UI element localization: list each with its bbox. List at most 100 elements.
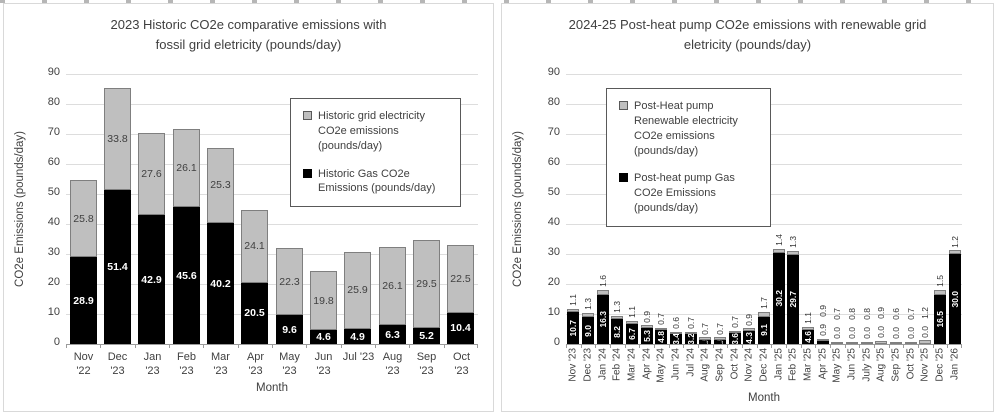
y-tick-label: 30 <box>547 246 560 258</box>
x-tick-label: Oct '25 <box>905 348 917 380</box>
bar-label-electricity: 0.7 <box>730 316 740 329</box>
chart-title-line-1: 2023 Historic CO2e comparative emissions… <box>110 17 387 32</box>
x-tick-label: Apr '24 <box>641 348 653 380</box>
y-tick-label: 60 <box>547 156 560 168</box>
bar-segment-electricity <box>582 313 594 317</box>
x-axis-tick <box>409 344 410 348</box>
stacked-bar: 1.5 0.7 <box>714 323 726 345</box>
bar-label-electricity: 1.7 <box>759 296 769 309</box>
stacked-bar: 24.1 20.5 <box>241 210 268 344</box>
bar-label-electricity: 1.1 <box>627 305 637 318</box>
x-tick-label: Jan '24 <box>597 348 609 380</box>
bar-segment-gas: 16.5 <box>934 294 946 344</box>
bar-label-gas: 9.6 <box>282 323 297 336</box>
bar-segment-electricity <box>626 320 638 324</box>
bar-segment-gas: 30.0 <box>949 254 961 344</box>
bar-label-electricity: 0.8 <box>862 307 872 320</box>
x-tick-label: Feb '23 <box>177 351 196 378</box>
x-tick-label: Mar '24 <box>626 348 638 382</box>
bar-label-gas: 20.5 <box>244 307 265 320</box>
stacked-bar: 30.0 1.2 <box>949 236 961 344</box>
stacked-bar: 8.2 1.3 <box>611 301 623 344</box>
x-tick-label: May '23 <box>279 351 300 378</box>
bar-label-gas: 0.0 <box>876 326 886 339</box>
bar-label-gas: 5.2 <box>419 330 434 343</box>
y-tick-label: 20 <box>47 276 60 288</box>
bar-label-electricity: 0.7 <box>715 322 725 335</box>
bar-label-gas: 0.0 <box>832 327 842 339</box>
x-axis-tick <box>306 344 307 348</box>
bar-label-electricity: 0.9 <box>642 310 652 323</box>
x-axis-tick <box>786 344 787 348</box>
x-axis-tick <box>610 344 611 348</box>
x-axis-tick <box>595 344 596 348</box>
bar-label-gas: 1.5 <box>715 340 725 345</box>
stacked-bar: 3.6 0.7 <box>729 316 741 344</box>
bar-segment-gas: 9.6 <box>276 315 303 344</box>
chart-title: 2023 Historic CO2e comparative emissions… <box>10 15 487 55</box>
bar-label-gas: 16.5 <box>935 310 945 328</box>
stacked-bar: 0.0 0.6 <box>890 308 902 344</box>
bar-segment-electricity <box>611 315 623 320</box>
bar-label-gas: 4.6 <box>316 331 331 344</box>
x-tick-label: Sep '23 <box>416 351 437 378</box>
legend-swatch-gas <box>619 173 628 183</box>
x-axis-tick <box>135 344 136 348</box>
bar-segment-electricity: 25.3 <box>207 147 234 224</box>
bar-segment-electricity: 26.1 <box>379 246 406 326</box>
stacked-bar: 22.5 10.4 <box>447 245 474 344</box>
stacked-bar: 3.4 0.6 <box>670 317 682 344</box>
bar-segment-gas: 1.5 <box>714 339 726 345</box>
x-tick-label: Oct '23 <box>452 351 471 378</box>
y-tick-label: 40 <box>47 216 60 228</box>
bar-segment-electricity: 27.6 <box>138 132 165 216</box>
y-axis-title: CO2e Emissions (pounds/day) <box>14 131 26 287</box>
bar-label-gas: 10.7 <box>568 319 578 337</box>
bar-segment-electricity: 24.1 <box>241 210 268 283</box>
y-tick-label: 20 <box>547 276 560 288</box>
bar-label-gas: 4.6 <box>803 331 813 344</box>
y-axis-title: CO2e Emissions (pounds/day) <box>512 131 524 287</box>
legend-label: Historic Gas CO2e Emissions (pounds/day) <box>318 167 436 195</box>
stacked-bar: 6.7 1.1 <box>626 306 638 344</box>
bar-label-gas: 4.9 <box>350 330 365 343</box>
bar-label-electricity: 0.7 <box>700 322 710 335</box>
x-tick-label: Dec '24 <box>758 348 770 382</box>
bar-segment-electricity <box>714 337 726 340</box>
x-tick-label: July '25 <box>861 348 873 382</box>
stacked-bar: 9.1 1.7 <box>758 297 770 344</box>
bar-segment-electricity <box>861 341 873 344</box>
bar-label-electricity: 1.2 <box>950 235 960 248</box>
x-axis-tick <box>683 344 684 348</box>
bar-label-electricity: 1.1 <box>568 293 578 306</box>
y-tick-label: 80 <box>47 96 60 108</box>
legend-label: Post-heat pump Gas CO2e Emissions (pound… <box>634 172 735 215</box>
x-axis-tick <box>238 344 239 348</box>
stacked-bar: 4.8 0.7 <box>655 313 667 344</box>
bar-label-electricity: 1.2 <box>920 306 930 319</box>
bar-segment-gas <box>817 341 829 344</box>
stacked-bar: 22.3 9.6 <box>276 248 303 344</box>
x-tick-label: Dec '23 <box>582 348 594 382</box>
bar-label-electricity: 25.9 <box>347 284 368 297</box>
x-axis-tick <box>581 344 582 348</box>
bar-segment-electricity <box>949 250 961 254</box>
bar-label-gas: 4.8 <box>656 330 666 343</box>
y-tick-label: 50 <box>547 186 560 198</box>
bar-segment-electricity <box>890 342 902 344</box>
gridline <box>66 284 478 285</box>
gridline <box>66 104 478 105</box>
y-tick-label: 30 <box>47 246 60 258</box>
bar-segment-electricity <box>846 341 858 344</box>
x-tick-label: Mar '23 <box>211 351 230 378</box>
bar-label-gas: 0.0 <box>847 326 857 339</box>
stacked-bar: 16.3 1.6 <box>597 275 609 344</box>
stacked-bar: 0.0 0.9 <box>875 307 887 344</box>
bar-label-electricity: 0.7 <box>656 312 666 325</box>
bar-segment-electricity <box>787 251 799 255</box>
y-tick-label: 10 <box>47 306 60 318</box>
bar-label-gas: 8.2 <box>612 325 622 338</box>
x-tick-label: Jun '25 <box>846 348 858 380</box>
bar-label-electricity: 0.7 <box>906 308 916 320</box>
x-axis-tick <box>66 344 67 348</box>
